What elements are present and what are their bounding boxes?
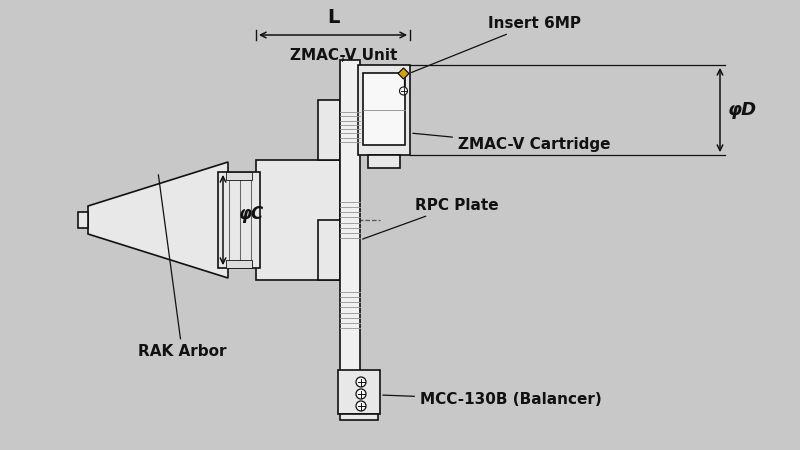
Polygon shape [88,162,228,278]
Text: φD: φD [728,101,757,119]
Bar [78,212,88,228]
Text: φC: φC [239,205,264,223]
Text: RPC Plate: RPC Plate [362,198,498,239]
Bar [340,60,360,400]
Circle shape [356,377,366,387]
Bar [363,73,405,145]
Circle shape [356,389,366,399]
Text: L: L [327,8,339,27]
Text: Insert 6MP: Insert 6MP [411,15,581,72]
Bar [318,100,340,160]
Polygon shape [256,160,340,280]
Text: RAK Arbor: RAK Arbor [138,175,226,360]
Bar [368,155,400,168]
Text: ZMAC-V Cartridge: ZMAC-V Cartridge [413,133,610,153]
Bar [218,172,260,268]
Circle shape [399,87,407,95]
Text: MCC-130B (Balancer): MCC-130B (Balancer) [382,392,602,408]
Bar [318,220,340,280]
Bar [226,260,252,268]
Bar [340,414,378,420]
Bar [358,65,410,155]
Bar [226,172,252,180]
Circle shape [356,401,366,411]
Bar [338,370,380,414]
Polygon shape [398,68,409,79]
Text: ZMAC-V Unit: ZMAC-V Unit [290,48,398,63]
